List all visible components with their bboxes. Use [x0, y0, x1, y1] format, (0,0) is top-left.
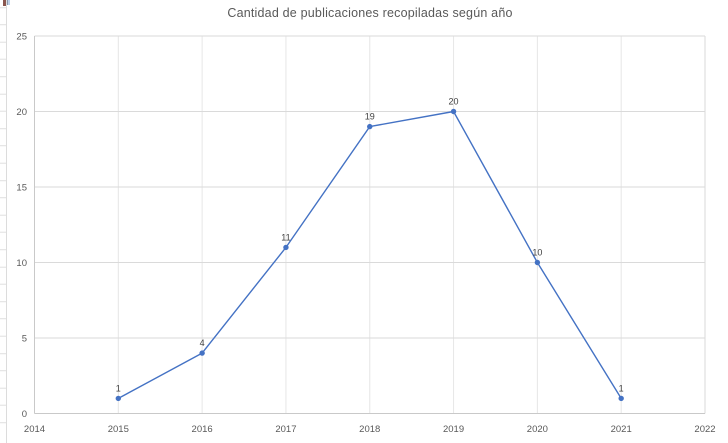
x-axis-tick-label: 2020 [527, 424, 548, 435]
y-axis-tick-label: 20 [16, 107, 27, 118]
x-axis-tick-label: 2022 [694, 424, 715, 435]
data-point-marker [115, 395, 122, 402]
data-point-marker [199, 350, 205, 356]
y-axis-tick-label: 5 [22, 334, 27, 345]
x-axis-tick-label: 2017 [275, 424, 296, 435]
data-point-marker [283, 244, 289, 251]
data-point-marker [367, 123, 373, 130]
x-axis-tick-label: 2019 [443, 424, 464, 435]
y-axis-tick-label: 15 [16, 183, 27, 194]
data-point-label: 1 [116, 383, 121, 393]
data-point-label: 11 [281, 232, 290, 242]
spreadsheet-row-strip [0, 0, 7, 443]
data-point-label: 20 [449, 97, 459, 107]
y-axis-tick-label: 10 [16, 258, 27, 269]
x-axis-tick-label: 2015 [108, 424, 129, 435]
x-axis-tick-label: 2021 [611, 424, 632, 435]
data-point-marker [618, 395, 624, 402]
clipped-cell-artifact-fragment [3, 0, 6, 6]
x-axis-tick-label: 2014 [24, 424, 45, 435]
y-axis-tick-label: 0 [22, 409, 27, 420]
data-point-label: 1 [619, 383, 624, 393]
data-point-marker [534, 259, 541, 266]
y-axis-tick-label: 25 [16, 32, 27, 43]
data-point-marker [450, 108, 457, 115]
clipped-cell-artifact [0, 0, 12, 7]
clipped-cell-artifact-fragment [6, 0, 8, 5]
data-point-label: 19 [365, 112, 375, 122]
clipped-cell-artifact-fragment [8, 0, 10, 5]
x-axis-tick-label: 2016 [192, 424, 213, 435]
data-point-label: 10 [532, 248, 542, 258]
chart-title: Cantidad de publicaciones recopiladas se… [227, 6, 513, 20]
data-point-label: 4 [200, 338, 205, 348]
x-axis-tick-label: 2018 [359, 424, 380, 435]
